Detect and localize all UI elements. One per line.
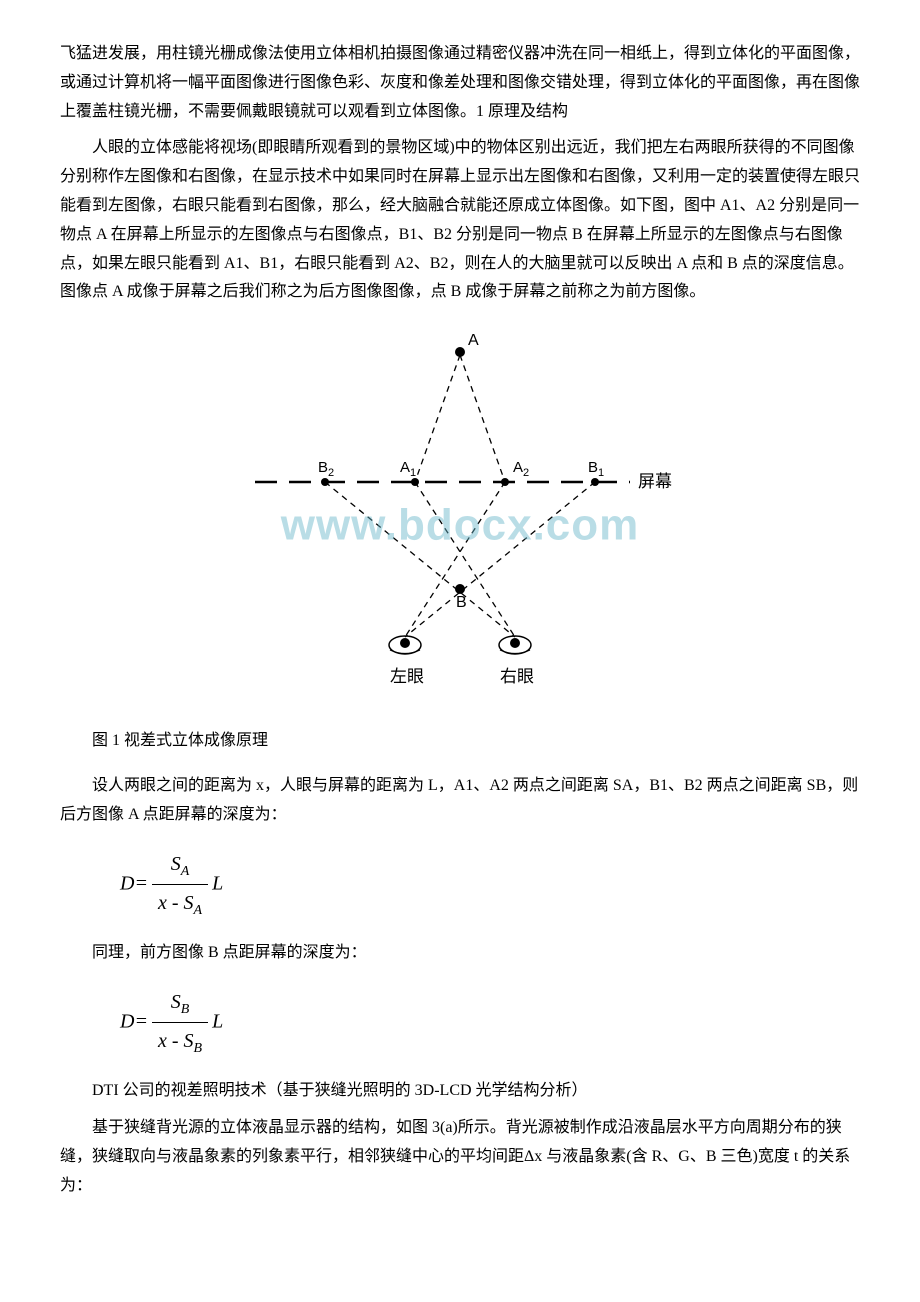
formula1-num: S xyxy=(171,853,181,875)
formula2-lhs: D xyxy=(120,1010,134,1032)
formula2-frac: SBx - SB xyxy=(152,984,208,1061)
paragraph-3: 设人两眼之间的距离为 x，人眼与屏幕的距离为 L，A1、A2 两点之间距离 SA… xyxy=(60,772,860,830)
formula2-den-sub: B xyxy=(194,1041,203,1056)
paragraph-4: 同理，前方图像 B 点距屏幕的深度为： xyxy=(60,939,860,968)
formula1-num-sub: A xyxy=(181,864,190,879)
formula2-rhs: L xyxy=(212,1010,223,1032)
label-b1: B1 xyxy=(588,459,604,479)
formula1-den-sub: A xyxy=(194,903,203,918)
formula1-rhs: L xyxy=(212,872,223,894)
right-eye-lower xyxy=(500,650,530,654)
paragraph-1: 飞猛进发展，用柱镜光栅成像法使用立体相机拍摄图像通过精密仪器冲洗在同一相纸上，得… xyxy=(60,40,860,126)
formula-2: D=SBx - SBL xyxy=(120,984,860,1061)
paragraph-6: 基于狭缝背光源的立体液晶显示器的结构，如图 3(a)所示。背光源被制作成沿液晶层… xyxy=(60,1114,860,1200)
diagram-svg: A 屏幕 B2 A1 A2 B1 B 左眼 右眼 xyxy=(220,327,700,707)
formula2-num-sub: B xyxy=(181,1002,190,1017)
right-eye-pupil xyxy=(510,638,520,648)
label-a1: A1 xyxy=(400,459,416,479)
label-right-eye: 右眼 xyxy=(500,667,534,686)
formula1-lhs: D xyxy=(120,872,134,894)
label-b2: B2 xyxy=(318,459,334,479)
figure-caption-1: 图 1 视差式立体成像原理 xyxy=(60,727,860,756)
ray-a-a1 xyxy=(415,355,460,482)
formula1-frac: SAx - SA xyxy=(152,846,208,923)
ray-a-a2 xyxy=(460,355,505,482)
label-a: A xyxy=(468,332,479,349)
label-a2: A2 xyxy=(513,459,529,479)
label-screen: 屏幕 xyxy=(638,472,672,491)
paragraph-2: 人眼的立体感能将视场(即眼睛所观看到的景物区域)中的物体区别出远近，我们把左右两… xyxy=(60,134,860,307)
formula1-den: x - S xyxy=(158,892,194,914)
left-eye-pupil xyxy=(400,638,410,648)
formula-1: D=SAx - SAL xyxy=(120,846,860,923)
formula2-den: x - S xyxy=(158,1030,194,1052)
label-left-eye: 左眼 xyxy=(390,667,424,686)
parallax-diagram: A 屏幕 B2 A1 A2 B1 B 左眼 右眼 ww xyxy=(60,327,860,707)
formula2-num: S xyxy=(171,991,181,1013)
paragraph-5: DTI 公司的视差照明技术（基于狭缝光照明的 3D-LCD 光学结构分析） xyxy=(60,1077,860,1106)
left-eye-lower xyxy=(390,650,420,654)
